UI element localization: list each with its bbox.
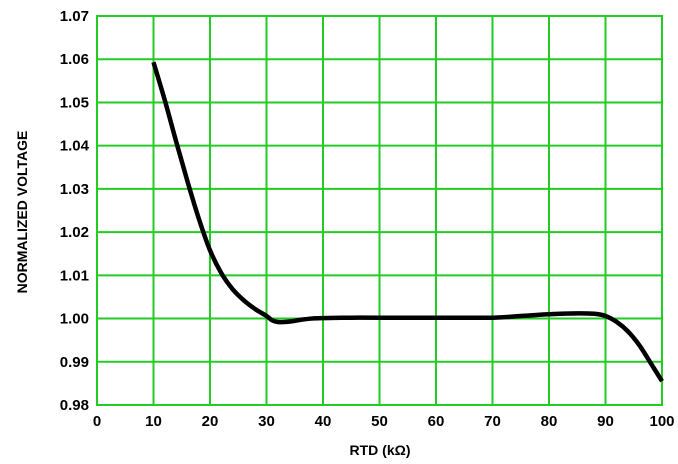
grid xyxy=(96,15,663,406)
x-tick-label: 40 xyxy=(315,413,332,430)
x-tick-label: 10 xyxy=(145,413,162,430)
y-tick-label: 0.99 xyxy=(60,354,89,371)
x-tick-label: 50 xyxy=(371,413,388,430)
y-tick-label: 0.98 xyxy=(60,397,89,414)
x-tick-label: 60 xyxy=(428,413,445,430)
x-tick-labels: 0 10 20 30 40 50 60 70 80 90 100 xyxy=(93,413,675,430)
x-tick-label: 20 xyxy=(202,413,219,430)
x-tick-label: 0 xyxy=(93,413,101,430)
x-tick-label: 80 xyxy=(541,413,558,430)
series-line xyxy=(151,61,664,383)
y-tick-label: 1.04 xyxy=(60,138,90,155)
x-tick-label: 70 xyxy=(484,413,501,430)
x-tick-label: 100 xyxy=(649,413,674,430)
y-tick-label: 1.02 xyxy=(60,224,89,241)
y-tick-label: 1.06 xyxy=(60,51,89,68)
plot-frame xyxy=(96,15,663,406)
x-tick-label: 90 xyxy=(597,413,614,430)
y-tick-label: 1.03 xyxy=(60,181,89,198)
y-tick-label: 1.01 xyxy=(60,267,89,284)
x-axis-label: RTD (kΩ) xyxy=(350,442,411,458)
y-tick-label: 1.07 xyxy=(60,8,89,25)
y-tick-label: 1.00 xyxy=(60,311,89,328)
x-tick-label: 30 xyxy=(258,413,275,430)
y-axis-label: NORMALIZED VOLTAGE xyxy=(14,131,30,294)
series-layer xyxy=(151,61,664,383)
y-tick-label: 1.05 xyxy=(60,94,89,111)
y-tick-labels: 0.98 0.99 1.00 1.01 1.02 1.03 1.04 1.05 1.06 1.07 xyxy=(60,8,90,414)
plot-border xyxy=(96,15,663,406)
